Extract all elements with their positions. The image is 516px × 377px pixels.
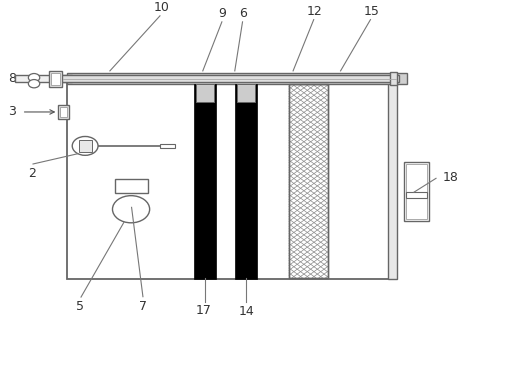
Text: 10: 10 [154,2,169,14]
Text: 3: 3 [8,106,17,118]
Bar [388,83,397,279]
Bar [115,179,148,193]
Bar [390,72,397,85]
Text: 6: 6 [239,8,248,20]
Bar [60,107,67,117]
Bar [51,73,60,85]
Bar [78,140,92,152]
Bar [61,75,399,82]
Circle shape [28,74,40,82]
Text: 8: 8 [8,72,17,85]
Bar [121,207,141,211]
Circle shape [72,136,98,155]
Text: 15: 15 [364,5,379,18]
Text: 18: 18 [443,171,459,184]
Circle shape [112,196,150,223]
Bar [289,84,328,278]
Bar [289,84,328,278]
Bar [196,84,214,102]
Bar [397,73,407,84]
Text: 5: 5 [76,300,84,313]
Bar [70,75,395,82]
Bar [406,164,427,219]
Text: 9: 9 [218,8,226,20]
Bar [237,84,255,102]
Text: 7: 7 [139,300,148,313]
Bar [404,162,429,221]
Text: 14: 14 [238,305,254,317]
Bar [15,75,72,82]
Bar [406,192,427,198]
Bar [67,83,397,279]
Bar [67,73,397,84]
Text: 2: 2 [28,167,36,179]
Text: 12: 12 [307,5,322,18]
Bar [194,84,216,279]
Bar [160,144,175,148]
Bar [58,105,69,119]
Circle shape [28,80,40,88]
Bar [49,71,62,87]
Bar [235,84,257,279]
Text: 17: 17 [196,304,212,317]
